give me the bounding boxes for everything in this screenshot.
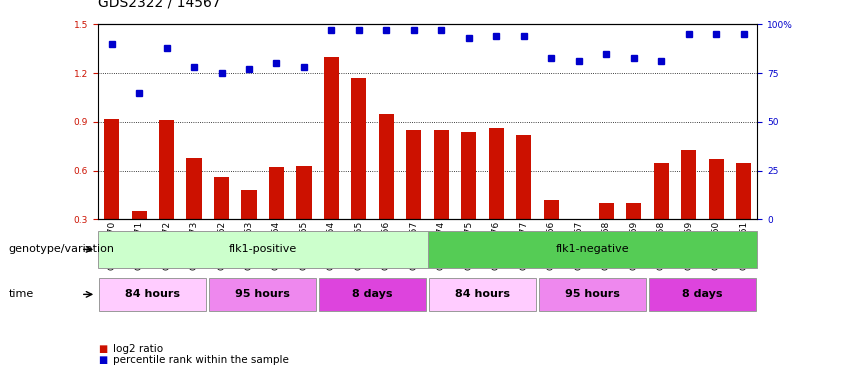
Bar [571,219,586,224]
Text: 95 hours: 95 hours [565,290,620,299]
Bar [654,162,669,219]
Text: 84 hours: 84 hours [455,290,510,299]
Text: flk1-positive: flk1-positive [229,244,297,254]
Text: 84 hours: 84 hours [125,290,180,299]
Bar [736,162,751,219]
Bar [406,130,421,219]
Text: 8 days: 8 days [683,290,722,299]
Bar [98,231,427,268]
Text: time: time [9,290,34,299]
Bar [132,211,146,219]
Text: ■: ■ [98,344,107,354]
Bar [681,150,696,219]
Bar [709,159,723,219]
Text: GDS2322 / 14567: GDS2322 / 14567 [98,0,220,9]
Bar [324,57,339,219]
Bar [434,130,449,219]
Bar [517,135,531,219]
Bar [269,167,284,219]
Bar [599,203,614,219]
Bar [214,177,229,219]
Bar [429,278,536,311]
Bar [351,78,367,219]
Bar [209,278,317,311]
Text: ■: ■ [98,355,107,365]
Text: percentile rank within the sample: percentile rank within the sample [113,355,289,365]
Text: flk1-negative: flk1-negative [556,244,630,254]
Text: log2 ratio: log2 ratio [113,344,163,354]
Bar [539,278,646,311]
Text: 8 days: 8 days [352,290,393,299]
Bar [427,231,757,268]
Bar [461,132,477,219]
Bar [319,278,426,311]
Bar [626,203,642,219]
Bar [544,200,559,219]
Bar [296,166,311,219]
Bar [159,120,174,219]
Bar [100,278,207,311]
Bar [104,118,119,219]
Bar [488,128,504,219]
Bar [186,158,202,219]
Text: genotype/variation: genotype/variation [9,244,115,254]
Text: 95 hours: 95 hours [236,290,290,299]
Bar [242,190,256,219]
Bar [379,114,394,219]
Bar [648,278,756,311]
